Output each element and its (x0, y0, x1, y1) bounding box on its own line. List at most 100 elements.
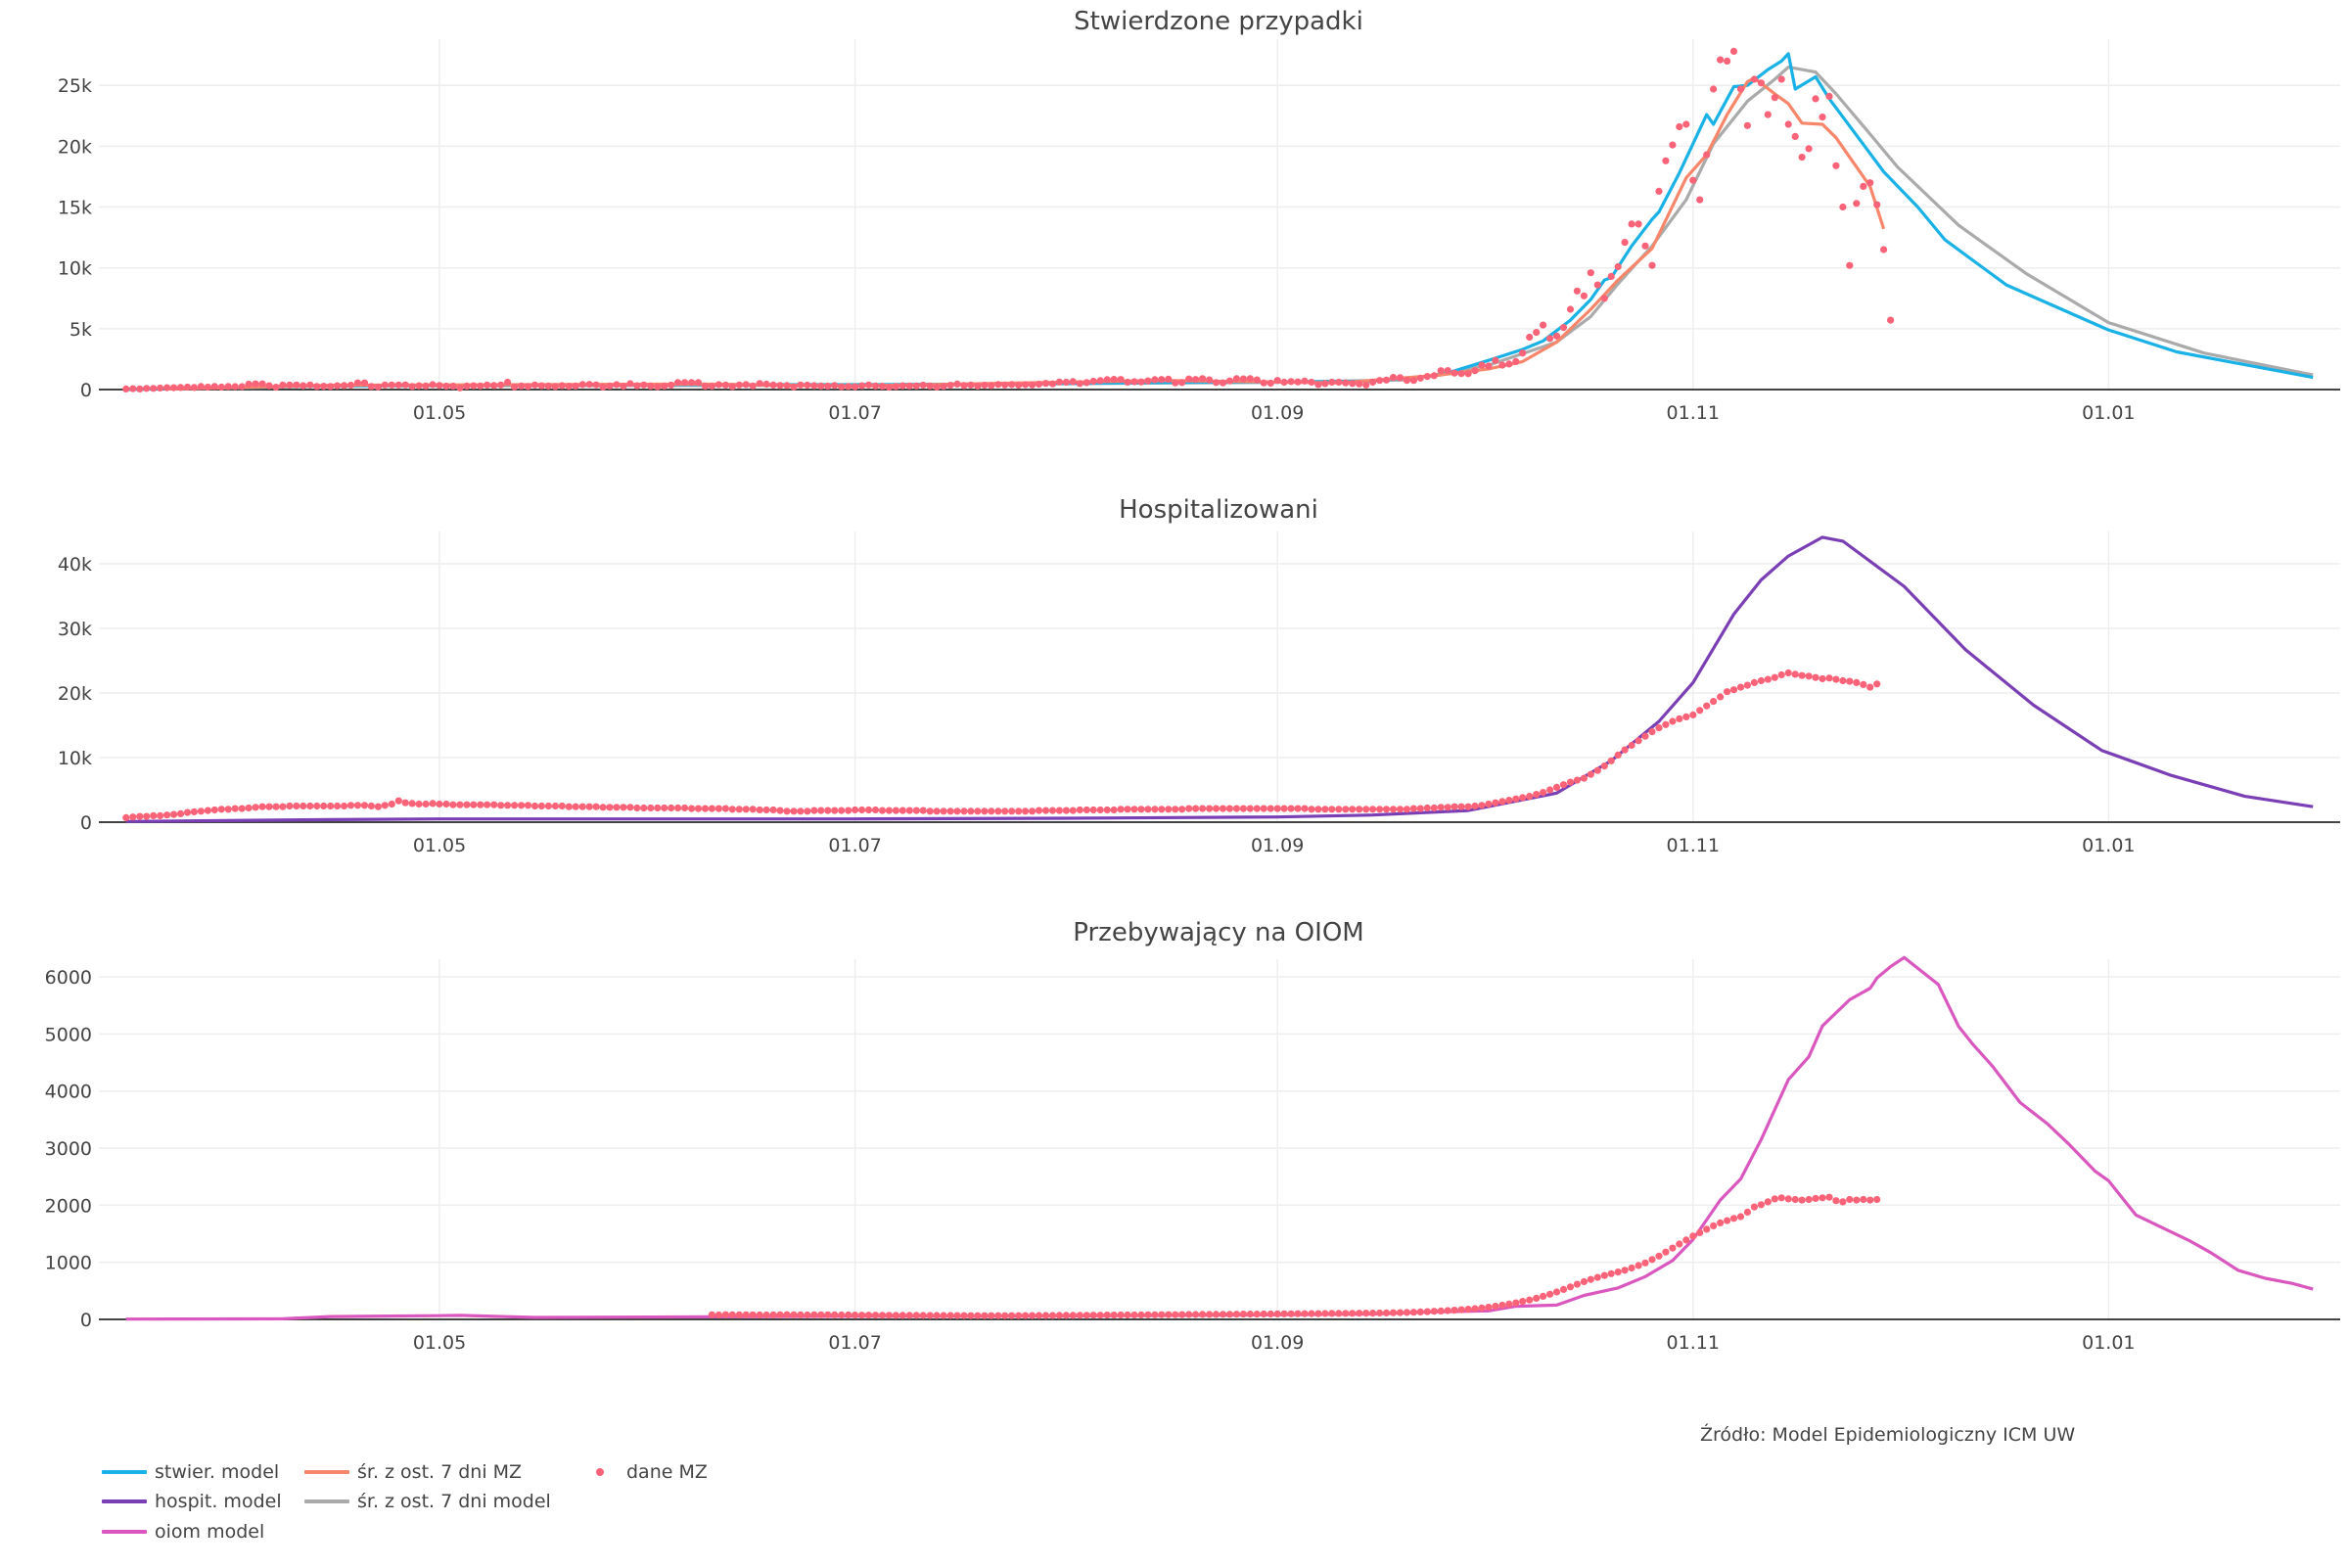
data-point (1048, 380, 1057, 388)
data-point (1389, 1309, 1398, 1316)
data-point (1805, 145, 1813, 153)
data-point (1860, 1195, 1867, 1204)
y-tick-label: 25k (58, 75, 92, 97)
data-point (1743, 121, 1751, 129)
data-point (1294, 1310, 1302, 1317)
data-point (845, 807, 852, 814)
data-point (252, 804, 259, 811)
data-point (1866, 1196, 1874, 1204)
data-point (1662, 720, 1670, 728)
data-point (1764, 111, 1772, 118)
data-point (470, 801, 478, 808)
data-point (585, 803, 593, 810)
data-point (871, 382, 880, 390)
data-point (1178, 379, 1186, 387)
data-point (858, 1312, 866, 1319)
data-point (1246, 805, 1254, 812)
data-point (1382, 806, 1391, 813)
data-point (1144, 806, 1152, 813)
x-tick-label: 01.09 (1251, 1332, 1304, 1354)
data-point (1464, 1306, 1472, 1314)
data-point (1552, 1288, 1561, 1296)
chart-title: Hospitalizowani (1119, 495, 1318, 525)
data-point (1328, 806, 1336, 813)
data-point (143, 812, 151, 820)
data-point (1232, 375, 1240, 383)
x-tick-label: 01.09 (1251, 835, 1304, 856)
series-markers-dane-mz (122, 669, 1881, 822)
legend-item-sr-mz[interactable]: śr. z ost. 7 dni MZ (304, 1461, 522, 1483)
y-tick-label: 20k (58, 683, 92, 705)
data-point (1273, 1310, 1281, 1317)
legend-line-icon (102, 1470, 147, 1474)
data-point (578, 381, 586, 389)
data-point (1253, 1311, 1261, 1318)
data-point (1001, 381, 1009, 389)
y-tick-label: 3000 (45, 1138, 92, 1160)
data-point (810, 1311, 818, 1318)
data-point (742, 381, 750, 389)
data-point (518, 802, 526, 809)
data-point (967, 1312, 975, 1319)
data-point (1669, 1244, 1677, 1252)
data-point (878, 1312, 887, 1319)
data-point (1199, 375, 1207, 383)
data-point (1696, 196, 1704, 204)
data-point (714, 381, 723, 389)
data-point (1471, 1305, 1479, 1313)
data-point (1587, 770, 1594, 778)
legend-item-dane-mz[interactable]: dane MZ (577, 1461, 708, 1483)
data-point (762, 806, 770, 814)
data-point (272, 803, 280, 810)
data-point (756, 1311, 763, 1319)
data-point (756, 806, 763, 814)
y-tick-label: 5000 (45, 1024, 92, 1045)
data-point (974, 1312, 982, 1319)
data-point (170, 384, 178, 392)
x-tick-label: 01.09 (1251, 402, 1304, 424)
legend-item-oiom-model[interactable]: oiom model (102, 1521, 264, 1543)
data-point (1308, 378, 1315, 387)
legend-line-icon (304, 1470, 349, 1474)
data-point (1253, 805, 1261, 812)
legend-item-stwier-model[interactable]: stwier. model (102, 1461, 279, 1483)
data-point (892, 383, 900, 391)
data-point (1192, 1311, 1200, 1318)
data-point (981, 807, 989, 815)
data-point (129, 385, 137, 392)
legend-item-sr-model[interactable]: śr. z ost. 7 dni model (304, 1491, 551, 1512)
data-point (1771, 1195, 1778, 1203)
data-point (1512, 1299, 1520, 1307)
data-point (694, 805, 703, 812)
legend-item-hospit-model[interactable]: hospit. model (102, 1491, 282, 1512)
y-tick-label: 2000 (45, 1195, 92, 1217)
y-tick-label: 10k (58, 748, 92, 769)
data-point (824, 382, 832, 391)
data-point (1580, 1277, 1588, 1286)
data-point (157, 384, 164, 392)
data-point (592, 381, 600, 389)
data-point (1451, 369, 1458, 377)
legend-line-icon (102, 1530, 147, 1534)
x-tick-label: 01.07 (828, 1332, 881, 1354)
data-point (1356, 806, 1363, 813)
x-tick-label: 01.11 (1667, 835, 1720, 856)
legend-marker-icon (596, 1468, 604, 1476)
data-point (1403, 377, 1410, 385)
data-point (484, 801, 491, 808)
data-point (1382, 376, 1391, 384)
data-point (1015, 1312, 1023, 1319)
data-point (1055, 807, 1063, 814)
data-point (1082, 806, 1090, 814)
data-point (933, 807, 941, 815)
data-point (1178, 806, 1186, 813)
data-point (871, 806, 880, 814)
data-point (224, 383, 232, 391)
data-point (415, 800, 423, 808)
data-point (1376, 377, 1384, 385)
data-point (674, 379, 682, 387)
data-point (1206, 805, 1214, 812)
data-point (606, 804, 614, 811)
data-point (790, 383, 798, 391)
